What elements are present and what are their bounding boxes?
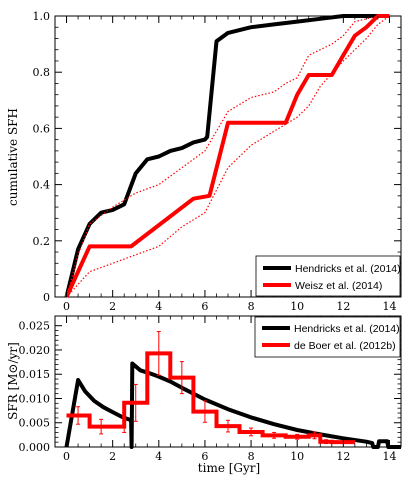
x-tick-label-top: 8 bbox=[248, 300, 255, 313]
legend-label-deboer: de Boer et al. (2012b) bbox=[294, 340, 396, 352]
legend-bottom: Hendricks et al. (2014) de Boer et al. (… bbox=[254, 316, 401, 358]
x-tick-label-bottom: 12 bbox=[336, 450, 350, 463]
y-tick-label-top: 0.8 bbox=[33, 66, 51, 79]
y-axis-label-bottom: SFR [M⊙/yr] bbox=[6, 342, 20, 420]
y-tick-label-top: 0.2 bbox=[33, 235, 51, 248]
legend-box-top bbox=[255, 255, 401, 297]
series-step-bottom-1 bbox=[66, 351, 355, 445]
x-tick-label-top: 10 bbox=[290, 300, 304, 313]
x-tick-label-bottom: 6 bbox=[201, 450, 208, 463]
x-tick-label-top: 6 bbox=[201, 300, 208, 313]
y-tick-label-bottom: 0.010 bbox=[19, 392, 51, 405]
x-tick-label-bottom: 10 bbox=[290, 450, 304, 463]
series-line-top-3 bbox=[66, 15, 390, 298]
cumulative-sfh-panel: 0 2 4 6 8 10 12 14 0 0.2 0.4 0.6 0.8 1.0 cumulative S… bbox=[6, 10, 402, 313]
y-axis-label-top: cumulative SFH bbox=[6, 108, 20, 206]
legend-label-hendricks-bottom: Hendricks et al. (2014) bbox=[294, 323, 400, 335]
x-tick-label-bottom: 8 bbox=[248, 450, 255, 463]
x-tick-label-bottom: 4 bbox=[155, 450, 162, 463]
y-tick-label-top: 0.4 bbox=[33, 179, 51, 192]
y-tick-label-bottom: 0.000 bbox=[19, 441, 51, 454]
y-tick-label-bottom: 0.020 bbox=[19, 344, 51, 357]
x-tick-label-top: 2 bbox=[109, 300, 116, 313]
x-axis-label: time [Gyr] bbox=[198, 461, 260, 475]
y-tick-label-bottom: 0.015 bbox=[19, 368, 51, 381]
legend-label-hendricks: Hendricks et al. (2014) bbox=[295, 263, 401, 275]
x-tick-label-top: 4 bbox=[155, 300, 162, 313]
series-line-bottom-0 bbox=[64, 361, 401, 449]
top-ticks-group: 0 2 4 6 8 10 12 14 0 0.2 0.4 0.6 0.8 1.0 bbox=[33, 10, 401, 313]
x-tick-label-bottom: 0 bbox=[63, 450, 70, 463]
legend-label-weisz: Weisz et al. (2014) bbox=[295, 280, 382, 292]
y-tick-label-bottom: 0.005 bbox=[19, 417, 51, 430]
bottom-ticks-group: 0 2 4 6 8 10 12 14 0.000 0.005 0.010 0.015 0.020 0.02… bbox=[19, 316, 401, 463]
x-tick-label-top: 12 bbox=[336, 300, 350, 313]
x-tick-label-bottom: 14 bbox=[382, 450, 396, 463]
top-series-group bbox=[64, 14, 390, 298]
series-line-top-1 bbox=[64, 14, 390, 298]
plot-frame-top bbox=[54, 15, 402, 298]
y-tick-label-top: 0.6 bbox=[33, 122, 51, 135]
x-tick-label-top: 0 bbox=[63, 300, 70, 313]
y-tick-label-top: 1.0 bbox=[33, 10, 51, 23]
x-tick-label-bottom: 2 bbox=[109, 450, 116, 463]
y-tick-label-bottom: 0.025 bbox=[19, 320, 51, 333]
y-tick-label-top: 0 bbox=[43, 291, 50, 304]
legend-top: Hendricks et al. (2014) Weisz et al. (20… bbox=[255, 255, 401, 297]
series-line-top-2 bbox=[65, 15, 390, 298]
x-tick-label-top: 14 bbox=[382, 300, 396, 313]
sfr-panel: 0 2 4 6 8 10 12 14 0.000 0.005 0.010 0.015 0.020 0.02… bbox=[6, 315, 402, 475]
legend-box-bottom bbox=[254, 316, 401, 358]
